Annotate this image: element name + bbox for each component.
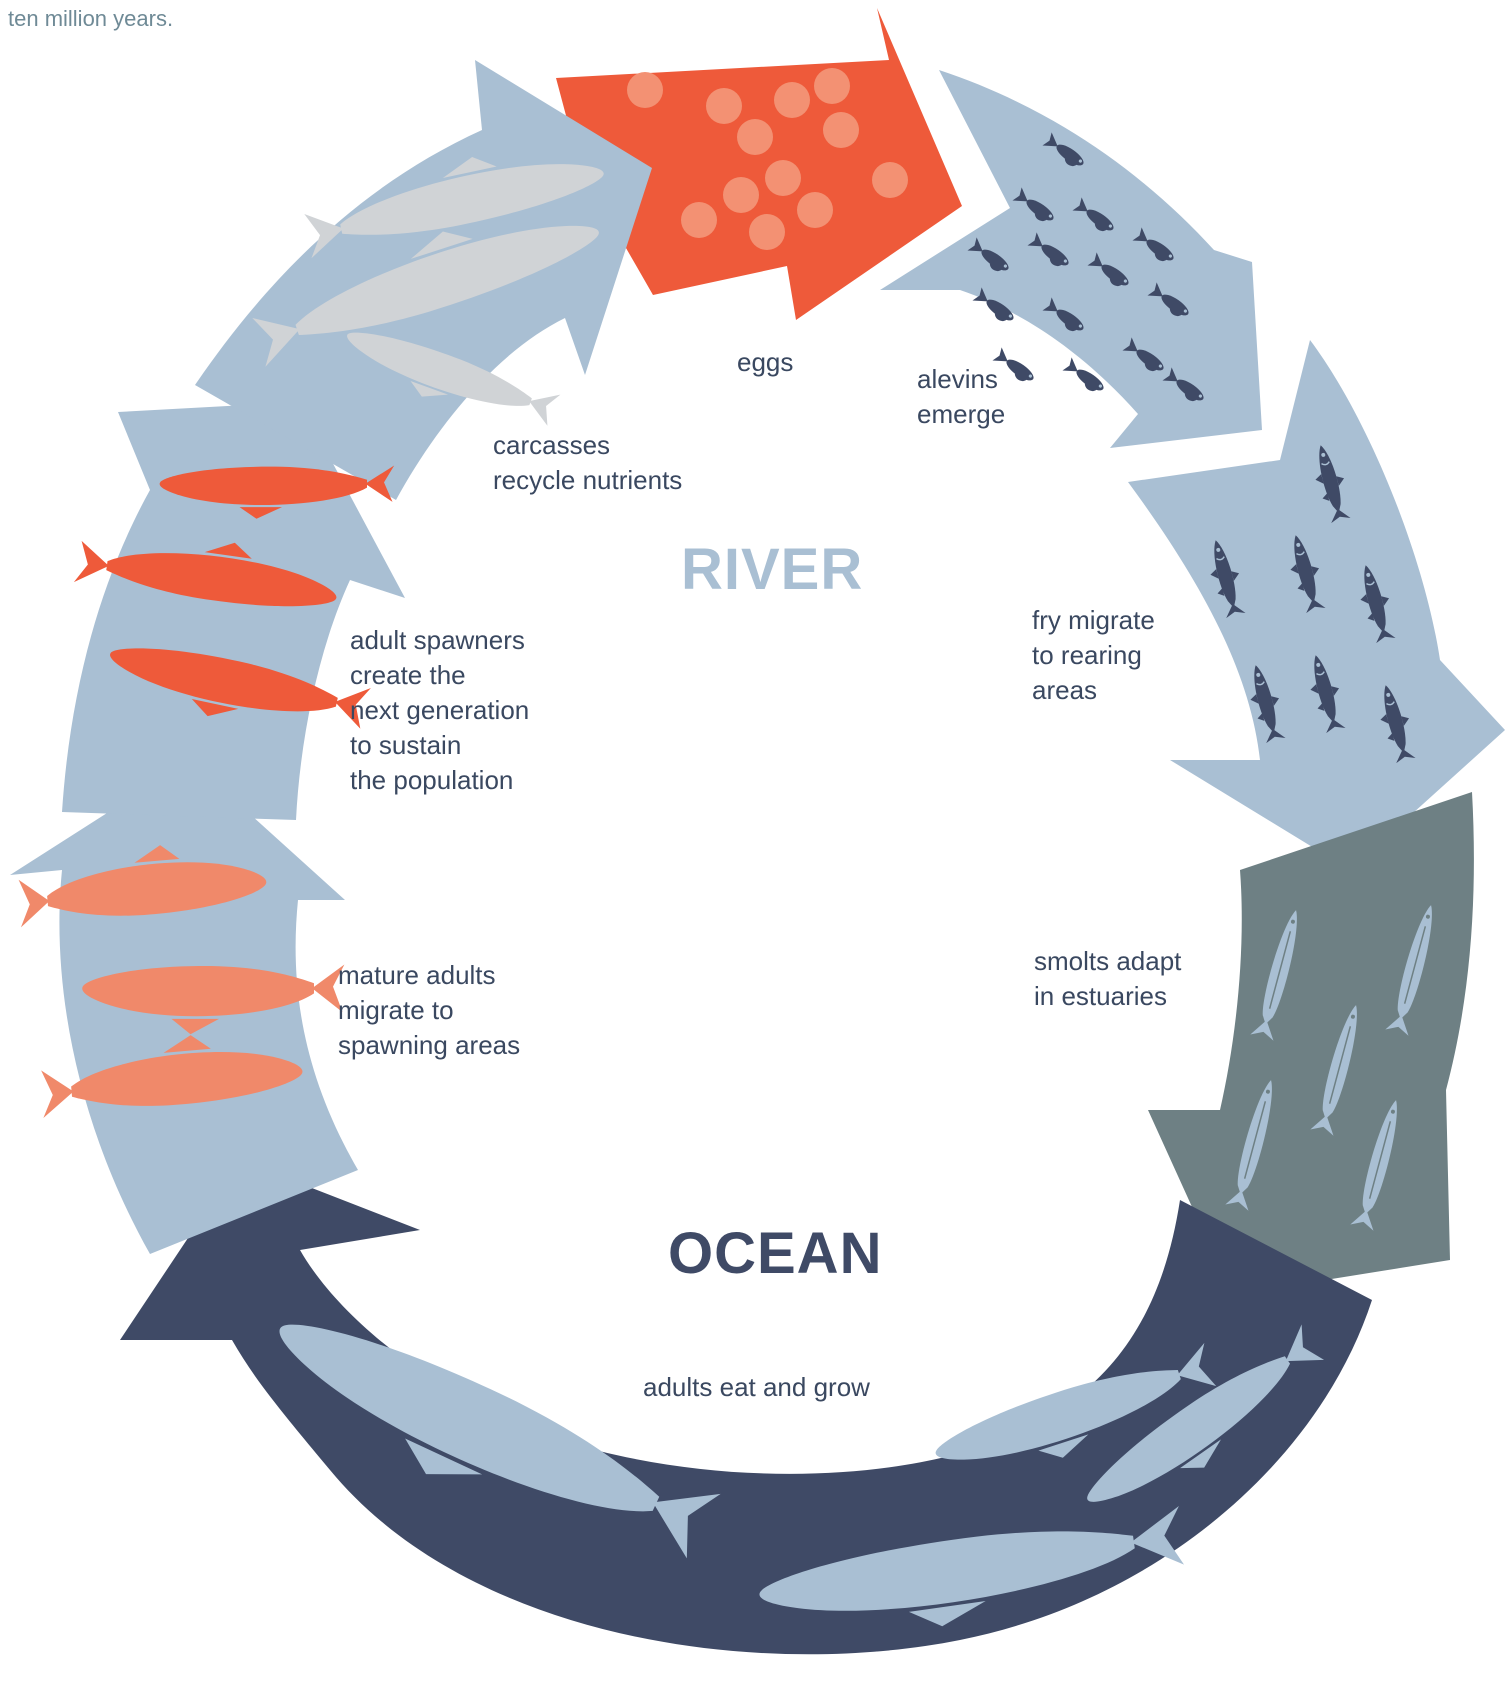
smolts-label: smolts adapt in estuaries (1034, 946, 1182, 1011)
intro-text: ten million years. (8, 6, 174, 31)
mature-label: mature adults migrate to spawning areas (338, 960, 521, 1060)
ocean-arrow (120, 1160, 1372, 1655)
ocean-label: OCEAN (668, 1221, 883, 1286)
spawners-label: adult spawners create the next generatio… (350, 625, 530, 795)
carcasses-label: carcasses recycle nutrients (493, 430, 683, 495)
alevins-arrow (880, 70, 1262, 448)
fry-label: fry migrate to rearing areas (1032, 605, 1155, 705)
river-label: RIVER (681, 537, 864, 602)
egg-icon (627, 68, 908, 250)
alevins-label: alevins emerge (917, 364, 1006, 429)
adults-ocean-label: adults eat and grow (643, 1372, 870, 1402)
eggs-label: eggs (737, 347, 794, 377)
smolts-arrow (1148, 792, 1474, 1295)
spawners-arrow (62, 402, 405, 820)
